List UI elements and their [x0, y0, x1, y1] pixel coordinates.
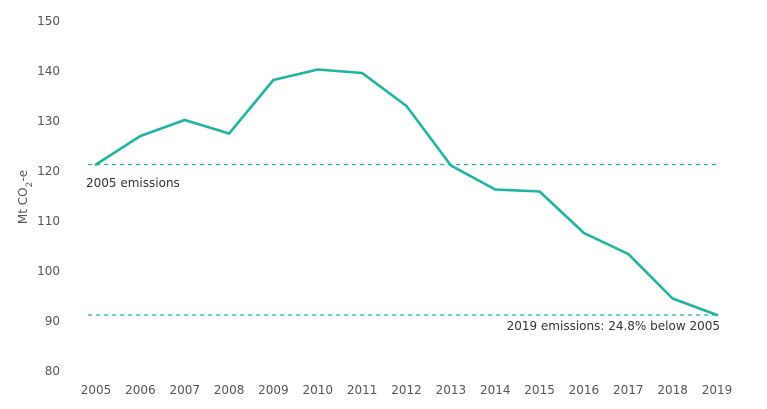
x-axis-ticks: 2005 2006 2007 2008 2009 2010 2011 2012 2013 2014… [81, 383, 733, 397]
series-line [94, 68, 719, 317]
annotation-2019-emissions: 2019 emissions: 24.8% below 2005 [507, 319, 720, 333]
y-tick-label: 140 [37, 64, 60, 78]
x-tick-label: 2010 [303, 383, 334, 397]
x-tick-label: 2019 [702, 383, 733, 397]
x-tick-label: 2016 [569, 383, 600, 397]
y-tick-label: 150 [37, 14, 60, 28]
y-axis-ticks: 80 90 100 110 120 130 140 150 [37, 14, 60, 378]
y-tick-label: 130 [37, 114, 60, 128]
x-tick-label: 2006 [125, 383, 156, 397]
x-tick-label: 2014 [480, 383, 511, 397]
x-tick-label: 2007 [169, 383, 200, 397]
x-tick-label: 2018 [657, 383, 688, 397]
y-axis-title-main: Mt CO [16, 187, 30, 224]
series-group [94, 68, 719, 317]
y-axis-title: Mt CO2-e [16, 170, 35, 224]
x-tick-label: 2008 [214, 383, 245, 397]
x-tick-label: 2017 [613, 383, 644, 397]
x-tick-label: 2005 [81, 383, 112, 397]
x-tick-label: 2012 [391, 383, 422, 397]
y-tick-label: 120 [37, 164, 60, 178]
x-tick-label: 2013 [436, 383, 467, 397]
reference-lines [88, 163, 717, 316]
y-tick-label: 90 [45, 314, 60, 328]
y-axis-title-suffix: -e [16, 170, 30, 182]
y-tick-label: 80 [45, 364, 60, 378]
y-tick-label: 100 [37, 264, 60, 278]
x-tick-label: 2015 [524, 383, 555, 397]
x-tick-label: 2009 [258, 383, 289, 397]
y-axis-title-subscript: 2 [25, 182, 35, 188]
annotation-2005-emissions: 2005 emissions [86, 176, 180, 190]
annotations: 2005 emissions 2019 emissions: 24.8% bel… [86, 176, 720, 333]
y-tick-label: 110 [37, 214, 60, 228]
x-tick-label: 2011 [347, 383, 378, 397]
